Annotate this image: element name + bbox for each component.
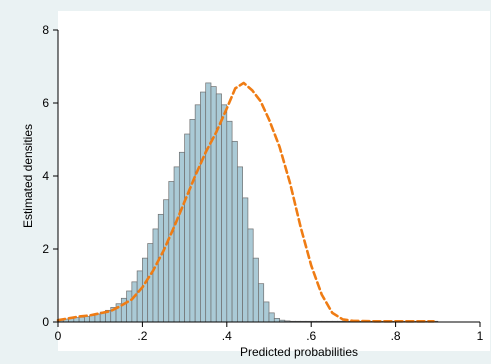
- histogram-bar: [268, 312, 275, 323]
- histogram-bar: [247, 228, 254, 323]
- histogram-bar: [189, 119, 196, 323]
- histogram-bar: [78, 316, 85, 323]
- histogram-bar: [142, 257, 149, 323]
- y-tick-label: 0: [42, 315, 49, 329]
- x-axis-title: Predicted probabilities: [240, 345, 358, 359]
- histogram-bar: [273, 318, 280, 323]
- histogram-bar: [226, 120, 233, 323]
- histogram-bar: [242, 197, 249, 323]
- histogram-bar: [178, 151, 185, 323]
- histogram-bar: [252, 257, 259, 323]
- histogram-bar: [157, 213, 164, 323]
- histogram-bars: [57, 82, 439, 323]
- x-tick-label: 0: [55, 329, 62, 343]
- histogram-bar: [136, 270, 143, 323]
- histogram-bar: [258, 283, 265, 323]
- histogram-bar: [163, 199, 170, 323]
- x-tick-label: .6: [306, 329, 316, 343]
- histogram-bar: [221, 104, 228, 323]
- histogram-bar: [194, 104, 201, 323]
- x-tick-label: .8: [391, 329, 401, 343]
- y-axis-ticks: 0 2 4 6 8: [42, 23, 58, 329]
- y-axis-title: Estimated densities: [21, 124, 35, 228]
- y-tick-label: 4: [42, 169, 49, 183]
- histogram-bar: [184, 133, 191, 323]
- histogram-bar: [126, 290, 133, 323]
- y-tick-label: 6: [42, 96, 49, 110]
- histogram-bar: [173, 166, 180, 323]
- histogram-bar: [237, 166, 243, 323]
- histogram-bar: [205, 82, 212, 323]
- x-tick-label: .4: [222, 329, 232, 343]
- histogram-bar: [84, 316, 91, 323]
- x-tick-label: 1: [477, 329, 484, 343]
- x-tick-label: .2: [137, 329, 147, 343]
- y-tick-label: 2: [42, 242, 49, 256]
- histogram-bar: [231, 140, 238, 323]
- x-axis-ticks: 0 .2 .4 .6 .8 1: [55, 322, 484, 343]
- y-tick-label: 8: [42, 23, 49, 37]
- histogram-bar: [152, 228, 159, 323]
- histogram-bar: [168, 181, 175, 323]
- histogram-bar: [200, 91, 207, 323]
- histogram-bar: [131, 281, 138, 323]
- histogram-bar: [263, 301, 270, 323]
- histogram-bar: [210, 86, 217, 323]
- histogram-bar: [147, 243, 154, 323]
- density-curve: [56, 81, 435, 323]
